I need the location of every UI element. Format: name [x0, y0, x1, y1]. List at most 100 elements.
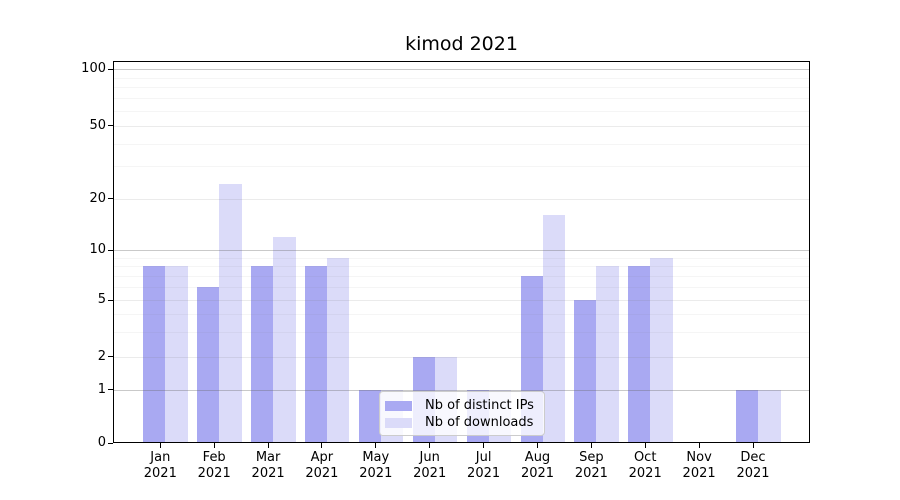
gridline-major — [114, 198, 809, 200]
x-tick-month: Apr — [310, 450, 334, 465]
y-tick-mark — [108, 299, 113, 301]
x-tick-year: 2021 — [574, 466, 608, 481]
x-tick-label: May 2021 — [341, 450, 411, 482]
bar-distinct-ips-may — [358, 389, 381, 443]
gridline-minor — [114, 331, 809, 333]
gridline-major — [114, 250, 809, 251]
x-tick-month: Jun — [419, 450, 440, 465]
x-tick-month: Aug — [524, 450, 551, 465]
x-tick-mark — [321, 443, 323, 448]
x-tick-mark — [590, 443, 592, 448]
legend-label-distinct-ips: Nb of distinct IPs — [425, 398, 534, 413]
x-tick-year: 2021 — [251, 466, 285, 481]
gridline-minor — [114, 87, 809, 89]
bar-distinct-ips-feb — [197, 286, 220, 443]
y-tick-label: 100 — [81, 61, 106, 76]
x-tick-month: May — [362, 450, 390, 465]
legend-item-distinct-ips: Nb of distinct IPs — [385, 397, 536, 414]
bar-distinct-ips-oct — [628, 266, 651, 443]
gridline-minor — [114, 166, 809, 168]
y-tick-mark — [108, 442, 113, 444]
x-tick-label: Feb 2021 — [179, 450, 249, 482]
y-tick-label: 20 — [89, 190, 106, 206]
gridline-minor — [114, 313, 809, 315]
x-tick-month: Oct — [633, 450, 657, 465]
bar-downloads-aug — [542, 215, 565, 443]
bar-distinct-ips-mar — [251, 266, 274, 443]
gridline-minor — [114, 286, 809, 288]
x-tick-year: 2021 — [682, 466, 716, 481]
x-tick-month: Jan — [150, 450, 171, 465]
y-tick-label: 5 — [97, 292, 106, 307]
x-tick-year: 2021 — [413, 466, 447, 481]
x-tick-label: Apr 2021 — [287, 450, 357, 482]
x-tick-month: Jul — [475, 450, 492, 465]
bar-downloads-dec — [758, 389, 781, 443]
legend-item-downloads: Nb of downloads — [385, 414, 536, 431]
y-tick-mark — [108, 356, 113, 358]
legend-swatch-ips-icon — [385, 400, 412, 411]
y-tick-mark — [108, 198, 113, 200]
x-tick-label: Jan 2021 — [125, 450, 195, 482]
y-tick-mark — [108, 125, 113, 127]
x-tick-label: Aug 2021 — [503, 450, 573, 482]
x-tick-mark — [429, 443, 431, 448]
gridline-minor — [114, 98, 809, 100]
legend-swatch-downloads-icon — [385, 417, 412, 428]
x-tick-label: Mar 2021 — [233, 450, 303, 482]
x-tick-mark — [537, 443, 538, 448]
gridline-major — [114, 356, 809, 358]
x-tick-mark — [267, 443, 269, 448]
bar-downloads-sep — [596, 266, 619, 443]
y-tick-label: 0 — [97, 435, 106, 450]
x-tick-label: Oct 2021 — [610, 450, 680, 482]
bar-downloads-jan — [165, 266, 188, 443]
bar-distinct-ips-sep — [574, 300, 597, 443]
x-tick-label: Sep 2021 — [556, 450, 626, 482]
y-tick-label: 1 — [97, 381, 106, 397]
x-tick-label: Dec 2021 — [718, 450, 788, 482]
x-tick-year: 2021 — [197, 466, 231, 481]
y-tick-label: 10 — [89, 242, 106, 257]
x-tick-year: 2021 — [736, 466, 770, 481]
gridline-minor — [114, 110, 809, 112]
y-tick-label: 2 — [97, 348, 106, 364]
bar-downloads-apr — [326, 257, 350, 443]
x-tick-mark — [752, 443, 754, 448]
bar-downloads-feb — [219, 184, 242, 443]
x-tick-year: 2021 — [305, 466, 339, 481]
gridline-major — [114, 125, 809, 127]
x-tick-year: 2021 — [628, 466, 662, 481]
x-tick-mark — [698, 443, 700, 448]
x-tick-label: Jul 2021 — [449, 450, 519, 482]
gridline-minor — [114, 275, 809, 277]
gridline-major — [114, 69, 809, 70]
x-tick-month: Sep — [579, 450, 604, 465]
x-tick-year: 2021 — [467, 466, 501, 481]
x-tick-month: Nov — [686, 450, 712, 465]
gridline-minor — [114, 257, 809, 259]
x-tick-year: 2021 — [143, 466, 177, 481]
gridline-minor — [114, 266, 809, 268]
y-tick-mark — [108, 389, 113, 390]
legend-label-downloads: Nb of downloads — [425, 415, 534, 430]
x-tick-mark — [644, 443, 646, 448]
x-tick-year: 2021 — [359, 466, 393, 481]
x-tick-mark — [483, 443, 485, 448]
x-tick-label: Jun 2021 — [395, 450, 465, 482]
x-tick-month: Feb — [202, 450, 226, 465]
x-tick-label: Nov 2021 — [664, 450, 734, 482]
gridline-major — [114, 389, 809, 391]
gridline-minor — [114, 77, 809, 79]
y-tick-mark — [108, 68, 113, 70]
bar-distinct-ips-dec — [736, 389, 758, 443]
bar-downloads-oct — [650, 257, 673, 443]
x-tick-mark — [159, 443, 161, 448]
bar-downloads-mar — [273, 236, 296, 443]
legend: Nb of distinct IPs Nb of downloads — [379, 391, 545, 436]
x-tick-year: 2021 — [520, 466, 555, 481]
chart-title: kimod 2021 — [405, 33, 518, 55]
x-tick-mark — [375, 443, 377, 448]
bar-distinct-ips-jan — [143, 266, 166, 443]
y-tick-mark — [108, 249, 113, 251]
